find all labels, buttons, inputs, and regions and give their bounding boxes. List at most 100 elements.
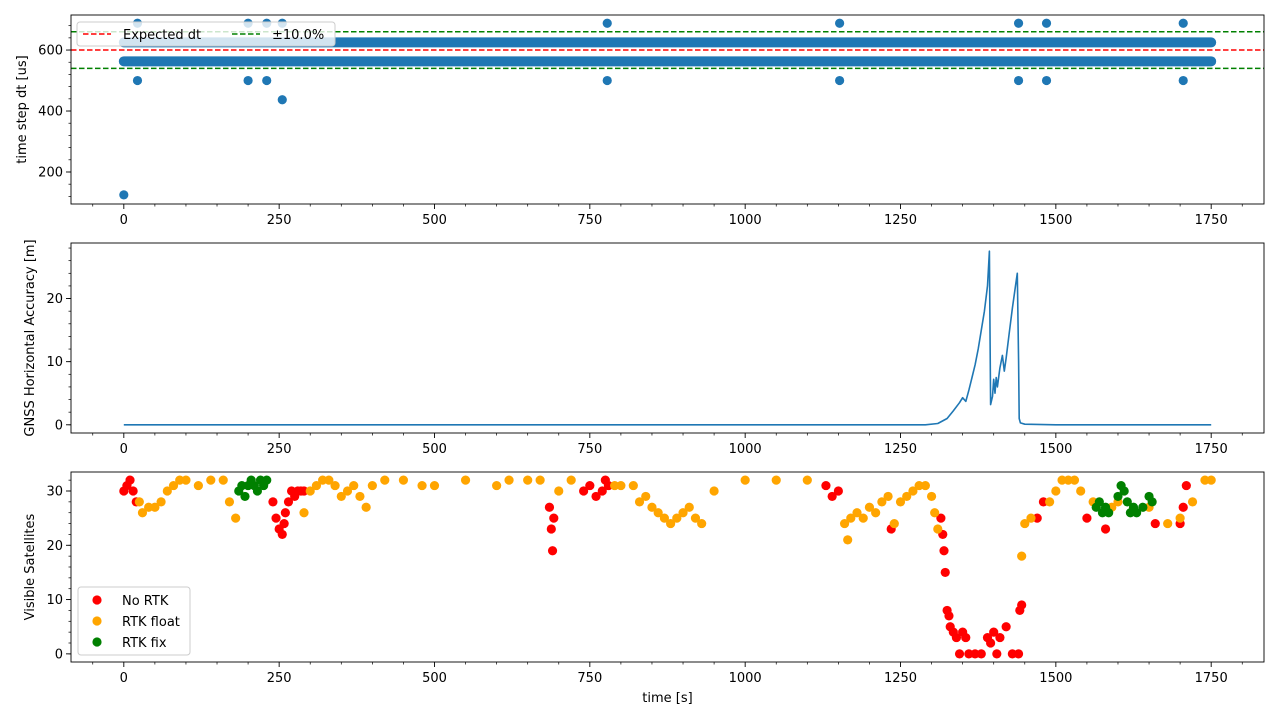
rtk-float-point bbox=[839, 518, 850, 529]
y-tick-label: 10 bbox=[46, 355, 63, 370]
dense-band-low bbox=[118, 56, 1217, 67]
no-rtk-point bbox=[1181, 480, 1191, 491]
no-rtk-point bbox=[954, 649, 965, 659]
rtk-float-point bbox=[697, 518, 707, 529]
x-tick-label: 1750 bbox=[1195, 213, 1228, 228]
rtk-float-point bbox=[895, 497, 906, 507]
no-rtk-point bbox=[940, 567, 950, 578]
rtk-float-point bbox=[429, 480, 440, 491]
rtk-float-point bbox=[193, 480, 203, 491]
rtk-fix-point bbox=[1094, 497, 1104, 507]
axes-frame bbox=[70, 242, 1265, 434]
x-tick-label: 1500 bbox=[1039, 671, 1072, 686]
rtk-float-point bbox=[1206, 475, 1216, 485]
no-rtk-point bbox=[279, 518, 289, 529]
x-tick-label: 500 bbox=[422, 671, 447, 686]
no-rtk-point bbox=[579, 486, 589, 496]
legend-label: No RTK bbox=[122, 594, 169, 609]
rtk-float-point bbox=[218, 475, 228, 485]
no-rtk-point bbox=[989, 627, 999, 637]
legend-marker bbox=[92, 637, 102, 647]
rtk-float-point bbox=[852, 508, 862, 518]
dt-point bbox=[1041, 75, 1052, 86]
rtk-float-point bbox=[150, 502, 160, 512]
rtk-fix-point bbox=[1104, 508, 1114, 518]
y-tick-label: 20 bbox=[46, 539, 63, 554]
dt-point bbox=[1178, 18, 1188, 28]
rtk-float-point bbox=[641, 491, 651, 502]
no-rtk-point bbox=[1017, 600, 1027, 610]
axes-frame bbox=[70, 471, 1265, 663]
rtk-float-point bbox=[492, 480, 502, 491]
no-rtk-point bbox=[821, 480, 831, 491]
no-rtk-point bbox=[939, 546, 949, 556]
rtk-fix-point bbox=[1138, 502, 1148, 512]
rtk-float-point bbox=[908, 486, 918, 496]
x-tick-label: 0 bbox=[120, 442, 128, 457]
no-rtk-point bbox=[1013, 649, 1024, 659]
no-rtk-point bbox=[283, 497, 294, 507]
x-tick-label: 1750 bbox=[1195, 671, 1228, 686]
no-rtk-point bbox=[546, 524, 556, 534]
rtk-fix-point bbox=[1147, 497, 1157, 507]
y-axis-label: Visible Satellites bbox=[23, 513, 38, 620]
no-rtk-point bbox=[549, 513, 559, 523]
x-tick-label: 1250 bbox=[884, 671, 917, 686]
dt-point bbox=[119, 190, 129, 200]
no-rtk-point bbox=[277, 529, 287, 540]
rtk-float-point bbox=[672, 513, 682, 523]
satellites-panel: 0 250 500 750 1000 1250 1500 1750 0 10 20 30 Visible… bbox=[23, 471, 1265, 706]
rtk-float-point bbox=[926, 491, 937, 502]
no-rtk-point bbox=[268, 497, 278, 507]
rtk-float-point bbox=[1045, 497, 1055, 507]
no-rtk-point bbox=[944, 611, 954, 621]
rtk-float-point bbox=[417, 480, 427, 491]
rtk-float-point bbox=[1187, 497, 1198, 507]
x-tick-label: 250 bbox=[267, 213, 292, 228]
no-rtk-point bbox=[1150, 518, 1160, 529]
x-tick-label: 1500 bbox=[1039, 442, 1072, 457]
rtk-float-point bbox=[137, 508, 148, 518]
dense-band-high bbox=[118, 37, 1217, 48]
no-rtk-point bbox=[591, 491, 601, 502]
no-rtk-point bbox=[1082, 513, 1092, 523]
legend-label: Expected dt bbox=[123, 28, 201, 43]
axes-frame bbox=[70, 14, 1265, 205]
rtk-float-point bbox=[843, 535, 853, 545]
rtk-float-point bbox=[1017, 551, 1027, 561]
rtk-float-point bbox=[889, 518, 899, 529]
rtk-float-point bbox=[330, 480, 340, 491]
rtk-float-point bbox=[324, 475, 334, 485]
rtk-fix-point bbox=[262, 475, 272, 485]
x-tick-label: 1000 bbox=[729, 442, 762, 457]
rtk-float-point bbox=[1076, 486, 1086, 496]
dt-point bbox=[835, 75, 845, 86]
rtk-float-point bbox=[367, 480, 377, 491]
rtk-float-point bbox=[647, 502, 657, 512]
rtk-float-point bbox=[134, 497, 144, 507]
plot-area bbox=[71, 18, 1264, 200]
rtk-float-point bbox=[709, 486, 719, 496]
rtk-float-point bbox=[659, 513, 669, 523]
dt-point bbox=[262, 75, 272, 86]
rtk-float-point bbox=[930, 508, 940, 518]
rtk-float-point bbox=[634, 497, 645, 507]
rtk-float-point bbox=[231, 513, 241, 523]
dt-point bbox=[602, 75, 612, 86]
rtk-float-point bbox=[864, 502, 875, 512]
no-rtk-point bbox=[1001, 622, 1011, 632]
x-tick-label: 0 bbox=[120, 213, 128, 228]
rtk-float-point bbox=[181, 475, 191, 485]
rtk-float-point bbox=[802, 475, 812, 485]
rtk-float-point bbox=[566, 475, 576, 485]
legend-label: RTK fix bbox=[122, 636, 167, 651]
x-tick-label: 250 bbox=[267, 671, 292, 686]
rtk-fix-point bbox=[252, 486, 263, 496]
dt-point bbox=[132, 75, 143, 86]
no-rtk-point bbox=[1100, 524, 1111, 534]
plot-area bbox=[123, 250, 1212, 426]
x-tick-label: 1500 bbox=[1039, 213, 1072, 228]
y-tick-label: 0 bbox=[55, 418, 63, 433]
no-rtk-point bbox=[961, 632, 971, 643]
no-rtk-point bbox=[280, 508, 290, 518]
